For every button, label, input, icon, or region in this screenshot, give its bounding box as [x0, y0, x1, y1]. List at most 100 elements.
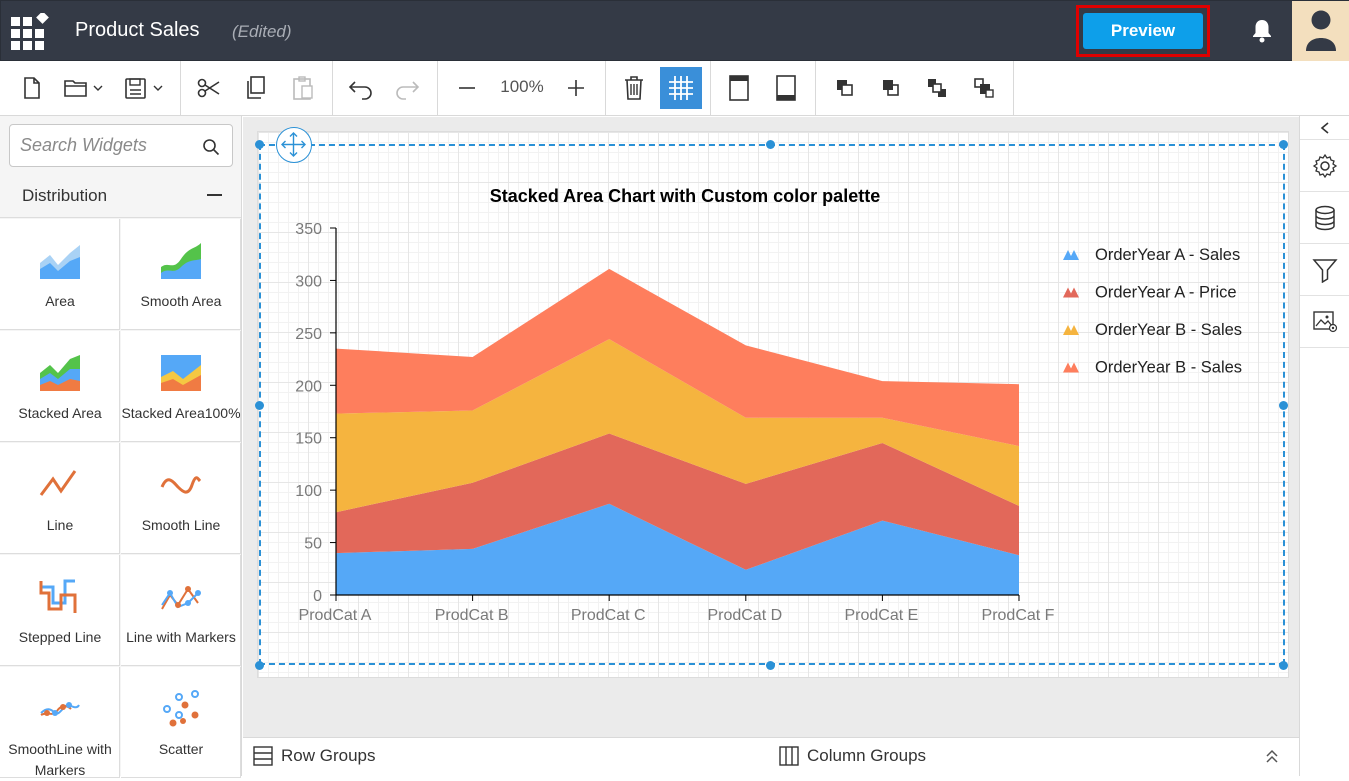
- database-icon[interactable]: [1300, 192, 1349, 244]
- zoom-level: 100%: [500, 77, 544, 96]
- category-header-distribution[interactable]: Distribution: [0, 176, 241, 218]
- app-launcher-icon[interactable]: [11, 11, 51, 51]
- smooth-area-chart-icon: [161, 243, 201, 279]
- send-backward-icon[interactable]: [876, 73, 906, 103]
- move-icon[interactable]: [276, 127, 312, 163]
- widget-label: Smooth Area: [140, 293, 222, 309]
- redo-icon[interactable]: [392, 73, 422, 103]
- area-series-2: [336, 339, 1019, 513]
- widget-label: Scatter: [158, 741, 204, 757]
- x-tick-label: ProdCat C: [571, 607, 646, 624]
- widget-label: Area: [45, 293, 75, 309]
- bell-icon[interactable]: [1250, 18, 1274, 44]
- x-tick-label: ProdCat E: [844, 607, 918, 624]
- widget-scatter[interactable]: Scatter: [121, 667, 241, 778]
- y-tick-label: 150: [295, 431, 322, 448]
- widget-label: Line with Markers: [126, 629, 236, 645]
- filter-icon[interactable]: [1300, 244, 1349, 296]
- widget-label: SmoothLine with Markers: [8, 741, 112, 778]
- preview-button[interactable]: Preview: [1083, 13, 1203, 49]
- resize-handle-r[interactable]: [1279, 401, 1288, 410]
- zoom-out-icon[interactable]: [452, 73, 482, 103]
- legend-label: OrderYear B - Sales: [1095, 359, 1242, 377]
- toolbar: 100%: [0, 61, 1349, 116]
- design-canvas[interactable]: Stacked Area Chart with Custom color pal…: [243, 117, 1299, 737]
- line-chart-icon: [39, 470, 77, 496]
- area-chart-icon: [40, 245, 80, 279]
- header-band-icon[interactable]: [724, 73, 754, 103]
- x-tick-label: ProdCat D: [707, 607, 782, 624]
- new-file-icon[interactable]: [17, 73, 47, 103]
- footer-band-icon[interactable]: [771, 73, 801, 103]
- collapse-icon[interactable]: [207, 194, 222, 196]
- resize-handle-b[interactable]: [766, 661, 775, 670]
- widget-smooth-line-markers[interactable]: SmoothLine with Markers: [0, 667, 120, 778]
- edited-status: (Edited): [232, 22, 292, 41]
- search-input[interactable]: [20, 132, 195, 158]
- groups-bar: Row Groups Column Groups: [243, 737, 1299, 776]
- avatar[interactable]: [1292, 1, 1349, 62]
- y-tick-label: 300: [295, 273, 322, 290]
- properties-rail: [1299, 116, 1349, 776]
- stacked-area-100-chart-icon: [161, 355, 201, 391]
- collapse-panel-icon[interactable]: [1300, 116, 1349, 140]
- save-icon[interactable]: [122, 73, 168, 103]
- search-icon[interactable]: [202, 138, 220, 161]
- image-settings-icon[interactable]: [1300, 296, 1349, 348]
- row-groups-toggle[interactable]: Row Groups: [253, 746, 375, 766]
- resize-handle-tl[interactable]: [255, 140, 264, 149]
- widget-stacked-area[interactable]: Stacked Area: [0, 331, 120, 442]
- grid-icon: [669, 76, 693, 100]
- area-series-1: [336, 433, 1019, 570]
- scatter-chart-icon: [163, 690, 199, 727]
- y-tick-label: 350: [295, 221, 322, 238]
- row-groups-icon: [253, 746, 273, 766]
- chart-title: Stacked Area Chart with Custom color pal…: [490, 186, 880, 206]
- resize-handle-br[interactable]: [1279, 661, 1288, 670]
- widget-line-markers[interactable]: Line with Markers: [121, 555, 241, 666]
- widget-area[interactable]: Area: [0, 219, 120, 330]
- copy-icon[interactable]: [241, 73, 271, 103]
- legend-label: OrderYear A - Price: [1095, 284, 1237, 302]
- legend-marker-icon: [1063, 362, 1079, 373]
- widget-stepped-line[interactable]: Stepped Line: [0, 555, 120, 666]
- preview-highlight: Preview: [1076, 5, 1210, 57]
- widget-smooth-line[interactable]: Smooth Line: [121, 443, 241, 554]
- bring-to-front-icon[interactable]: [922, 73, 952, 103]
- widget-label: Stacked Area100%: [121, 405, 241, 421]
- resize-handle-bl[interactable]: [255, 661, 264, 670]
- column-groups-toggle[interactable]: Column Groups: [779, 746, 926, 766]
- widget-label: Line: [46, 517, 74, 533]
- widget-label: Smooth Line: [141, 517, 221, 533]
- y-tick-label: 50: [304, 536, 322, 553]
- bring-forward-icon[interactable]: [830, 73, 860, 103]
- y-tick-label: 0: [313, 588, 322, 605]
- resize-handle-t[interactable]: [766, 140, 775, 149]
- expand-up-icon[interactable]: [1264, 748, 1280, 769]
- delete-icon[interactable]: [619, 73, 649, 103]
- send-to-back-icon[interactable]: [969, 73, 999, 103]
- stacked-area-chart: Stacked Area Chart with Custom color pal…: [295, 186, 1242, 624]
- settings-gear-icon[interactable]: [1300, 140, 1349, 192]
- x-tick-label: ProdCat A: [299, 607, 372, 624]
- cut-icon[interactable]: [194, 73, 224, 103]
- widget-line[interactable]: Line: [0, 443, 120, 554]
- resize-handle-tr[interactable]: [1279, 140, 1288, 149]
- legend-marker-icon: [1063, 250, 1079, 260]
- zoom-in-icon[interactable]: [561, 73, 591, 103]
- open-folder-icon[interactable]: [62, 73, 108, 103]
- grid-toggle-button[interactable]: [660, 67, 702, 109]
- column-groups-icon: [779, 746, 799, 766]
- row-groups-label: Row Groups: [281, 746, 376, 765]
- widget-stacked-area-100[interactable]: Stacked Area100%: [121, 331, 241, 442]
- smooth-line-markers-chart-icon: [40, 702, 80, 716]
- smooth-line-chart-icon: [160, 476, 202, 494]
- stepped-line-chart-icon: [39, 579, 77, 613]
- y-tick-label: 100: [295, 483, 322, 500]
- paste-icon[interactable]: [288, 73, 318, 103]
- column-groups-label: Column Groups: [807, 746, 927, 765]
- legend-marker-icon: [1063, 287, 1079, 298]
- resize-handle-l[interactable]: [255, 401, 264, 410]
- undo-icon[interactable]: [346, 73, 376, 103]
- widget-smooth-area[interactable]: Smooth Area: [121, 219, 241, 330]
